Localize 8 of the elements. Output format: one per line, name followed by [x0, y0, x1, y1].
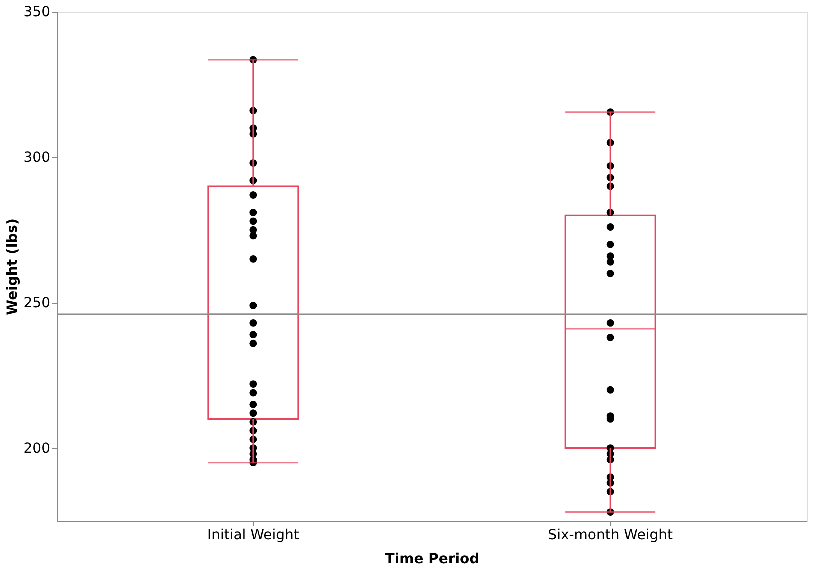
y-tick-label: 350	[24, 4, 50, 20]
x-tick-label: Six-month Weight	[548, 528, 674, 544]
x-tick-label: Initial Weight	[207, 528, 300, 544]
y-tick-label: 250	[24, 295, 50, 312]
y-tick-label: 200	[24, 440, 50, 457]
x-axis-title: Time Period	[385, 552, 480, 568]
y-axis-title: Weight (lbs)	[4, 218, 21, 316]
y-tick-label: 300	[24, 150, 50, 166]
